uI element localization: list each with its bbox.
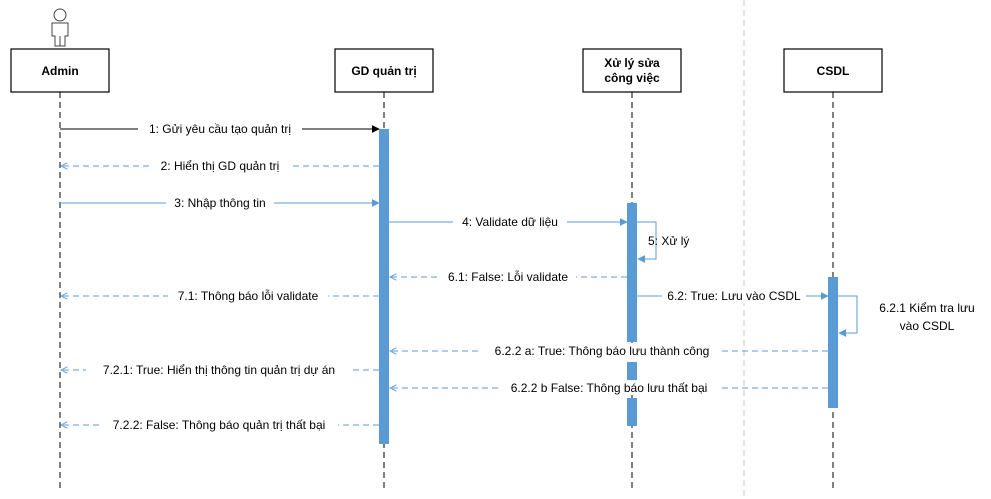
message-6-2: 6.2: True: Lưu vào CSDL (637, 288, 829, 303)
activation-xuly-3 (627, 398, 637, 426)
participant-gd: GD quản trị (334, 48, 434, 93)
message-7-2-1-label: 7.2.1: True: Hiển thị thông tin quản trị… (103, 363, 335, 377)
message-6-2-label: 6.2: True: Lưu vào CSDL (667, 289, 801, 303)
message-6-2-2a-label: 6.2.2 a: True: Thông báo lưu thành công (495, 344, 710, 358)
participant-csdl-label: CSDL (817, 64, 850, 78)
message-6-2-1: 6.2.1 Kiểm tra lưu vào CSDL (838, 295, 975, 337)
message-6-2-2b-label: 6.2.2 b False: Thông báo lưu thất bại (511, 381, 708, 395)
message-6-2-1-label-line2: vào CSDL (900, 319, 955, 333)
participant-xuly: Xử lý sửa công việc (582, 48, 682, 93)
message-3: 3: Nhập thông tin (60, 195, 380, 210)
participant-admin: Admin (10, 48, 110, 93)
message-7-1: 7.1: Thông báo lỗi validate (61, 288, 379, 303)
message-5-label: 5: Xử lý (648, 234, 689, 248)
activation-gd (379, 129, 389, 444)
activation-xuly-1 (627, 203, 637, 342)
message-4-label: 4: Validate dữ liệu (462, 215, 558, 229)
participant-gd-label: GD quản trị (351, 64, 416, 78)
message-6-2-2a: 6.2.2 a: True: Thông báo lưu thành công (390, 343, 828, 358)
message-5: 5: Xử lý (637, 221, 689, 263)
message-1: 1: Gửi yêu cầu tạo quản trị (60, 121, 380, 136)
participant-admin-label: Admin (41, 64, 78, 78)
message-2: 2: Hiển thị GD quản trị (61, 158, 379, 173)
activation-xuly-2 (627, 362, 637, 380)
message-6-1-label: 6.1: False: Lỗi validate (448, 269, 568, 284)
participant-xuly-label-line2: công việc (604, 71, 660, 85)
actor-icon (51, 8, 69, 47)
message-6-2-1-label-line1: 6.2.1 Kiểm tra lưu (879, 301, 974, 315)
message-2-label: 2: Hiển thị GD quản trị (161, 159, 280, 173)
participant-xuly-label-line1: Xử lý sửa (604, 56, 660, 70)
message-4: 4: Validate dữ liệu (389, 214, 628, 229)
message-1-label: 1: Gửi yêu cầu tạo quản trị (149, 122, 291, 136)
message-7-2-2: 7.2.2: False: Thông báo quản trị thất bạ… (61, 417, 379, 432)
message-6-2-2b: 6.2.2 b False: Thông báo lưu thất bại (390, 380, 828, 395)
message-7-2-1: 7.2.1: True: Hiển thị thông tin quản trị… (61, 362, 379, 377)
message-7-2-2-label: 7.2.2: False: Thông báo quản trị thất bạ… (113, 418, 326, 432)
message-7-1-label: 7.1: Thông báo lỗi validate (178, 288, 319, 303)
message-3-label: 3: Nhập thông tin (174, 196, 265, 210)
activation-csdl (828, 277, 838, 408)
participant-csdl: CSDL (783, 48, 883, 93)
message-6-1: 6.1: False: Lỗi validate (390, 269, 627, 284)
